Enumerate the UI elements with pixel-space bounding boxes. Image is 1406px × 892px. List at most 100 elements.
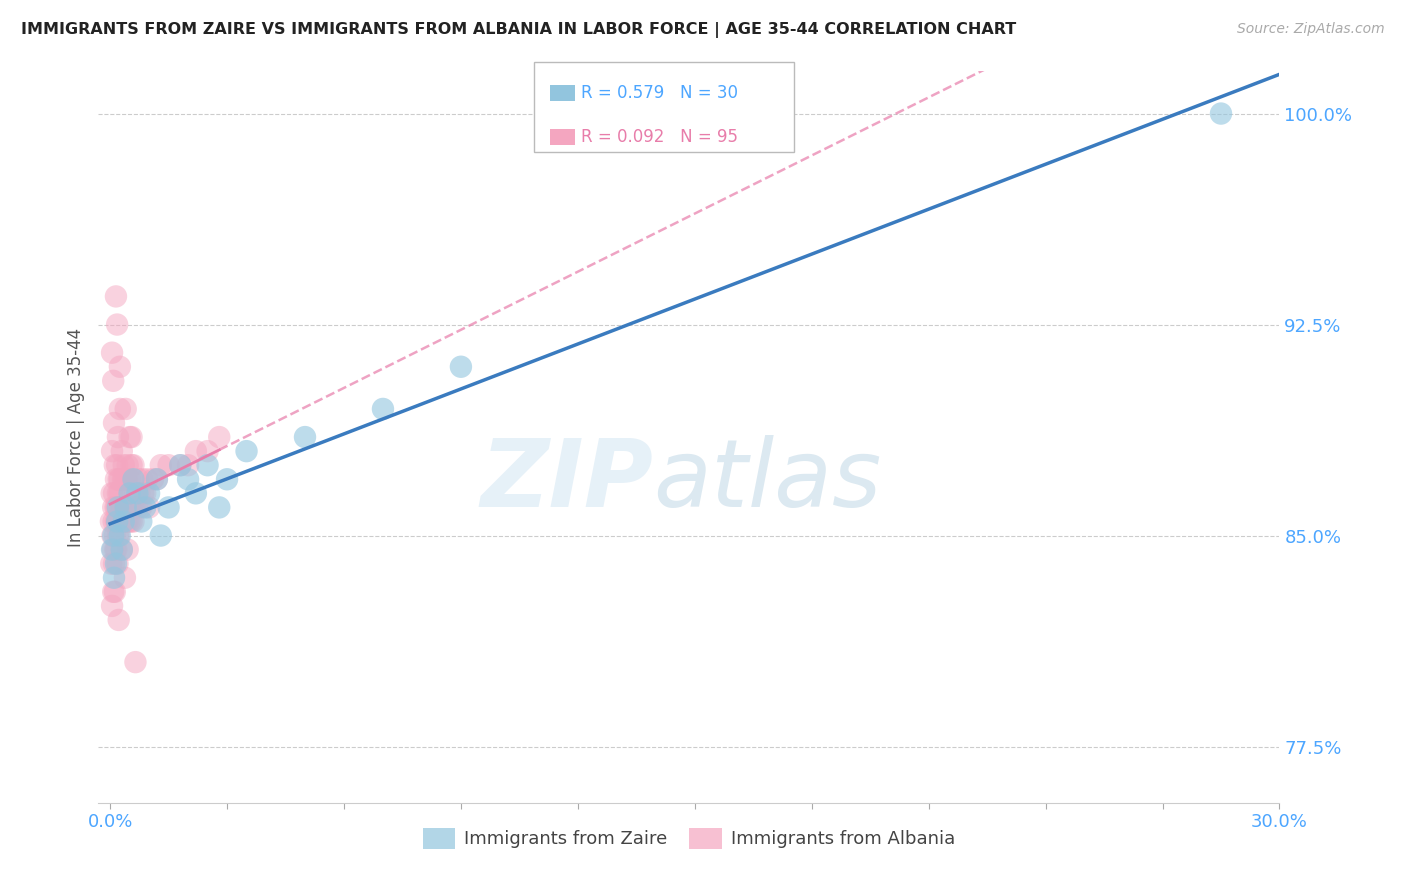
Point — [208, 430, 231, 444]
Point — [184, 444, 207, 458]
Point — [101, 542, 124, 557]
Point — [118, 515, 141, 529]
Point — [105, 318, 128, 332]
Point — [103, 416, 125, 430]
Point — [450, 359, 472, 374]
Point — [157, 458, 180, 473]
Point — [117, 515, 139, 529]
Point — [115, 515, 138, 529]
Point — [105, 500, 128, 515]
Point — [129, 500, 152, 515]
Point — [118, 500, 141, 515]
Point — [169, 458, 191, 473]
Point — [121, 430, 143, 444]
Text: atlas: atlas — [654, 435, 882, 526]
Point — [177, 472, 200, 486]
Text: Source: ZipAtlas.com: Source: ZipAtlas.com — [1237, 22, 1385, 37]
Point — [107, 557, 129, 571]
Legend: Immigrants from Zaire, Immigrants from Albania: Immigrants from Zaire, Immigrants from A… — [416, 821, 962, 856]
Point — [177, 458, 200, 473]
Point — [127, 486, 149, 500]
Point — [103, 374, 125, 388]
Point — [104, 528, 127, 542]
Point — [114, 500, 136, 515]
Point — [114, 500, 136, 515]
Point — [105, 515, 128, 529]
Point — [197, 444, 219, 458]
Point — [108, 515, 131, 529]
Point — [104, 542, 127, 557]
Point — [149, 528, 172, 542]
Point — [105, 542, 128, 557]
Point — [134, 486, 156, 500]
Point — [107, 486, 129, 500]
Point — [111, 444, 134, 458]
Point — [111, 500, 134, 515]
Point — [107, 472, 129, 486]
Point — [112, 515, 135, 529]
Point — [121, 458, 143, 473]
Point — [118, 472, 141, 486]
Point — [128, 486, 150, 500]
Point — [108, 486, 131, 500]
Point — [104, 458, 127, 473]
Point — [127, 500, 149, 515]
Point — [1209, 106, 1232, 120]
Point — [108, 472, 131, 486]
Text: R = 0.092   N = 95: R = 0.092 N = 95 — [581, 128, 738, 146]
Point — [105, 515, 128, 529]
Point — [124, 655, 146, 669]
Point — [146, 472, 169, 486]
Point — [138, 500, 160, 515]
Point — [118, 486, 141, 500]
Point — [101, 444, 124, 458]
Point — [118, 430, 141, 444]
Point — [124, 500, 146, 515]
Point — [103, 557, 125, 571]
Point — [112, 472, 135, 486]
Point — [111, 515, 134, 529]
Text: IMMIGRANTS FROM ZAIRE VS IMMIGRANTS FROM ALBANIA IN LABOR FORCE | AGE 35-44 CORR: IMMIGRANTS FROM ZAIRE VS IMMIGRANTS FROM… — [21, 22, 1017, 38]
Point — [235, 444, 257, 458]
Point — [101, 599, 124, 613]
Text: R = 0.579   N = 30: R = 0.579 N = 30 — [581, 84, 738, 102]
Point — [132, 486, 155, 500]
Point — [157, 500, 180, 515]
Point — [107, 515, 129, 529]
Point — [138, 486, 160, 500]
Point — [103, 500, 125, 515]
Point — [122, 472, 145, 486]
Point — [117, 542, 139, 557]
Point — [110, 515, 132, 529]
Point — [371, 401, 394, 416]
Point — [104, 472, 127, 486]
Point — [169, 458, 191, 473]
Point — [120, 500, 142, 515]
Point — [100, 515, 122, 529]
Point — [142, 472, 165, 486]
Point — [112, 515, 135, 529]
Point — [103, 571, 125, 585]
Point — [107, 500, 129, 515]
Point — [121, 515, 143, 529]
Point — [117, 458, 139, 473]
Point — [104, 557, 127, 571]
Point — [108, 528, 131, 542]
Point — [100, 557, 122, 571]
Point — [294, 430, 316, 444]
Point — [101, 345, 124, 359]
Point — [103, 515, 125, 529]
Point — [134, 500, 156, 515]
Point — [100, 486, 122, 500]
Point — [122, 515, 145, 529]
Point — [208, 500, 231, 515]
Point — [104, 584, 127, 599]
Point — [146, 472, 169, 486]
Point — [111, 542, 134, 557]
Point — [215, 472, 238, 486]
Point — [104, 289, 127, 303]
Point — [115, 472, 138, 486]
Point — [149, 458, 172, 473]
Point — [127, 472, 149, 486]
Point — [114, 515, 136, 529]
